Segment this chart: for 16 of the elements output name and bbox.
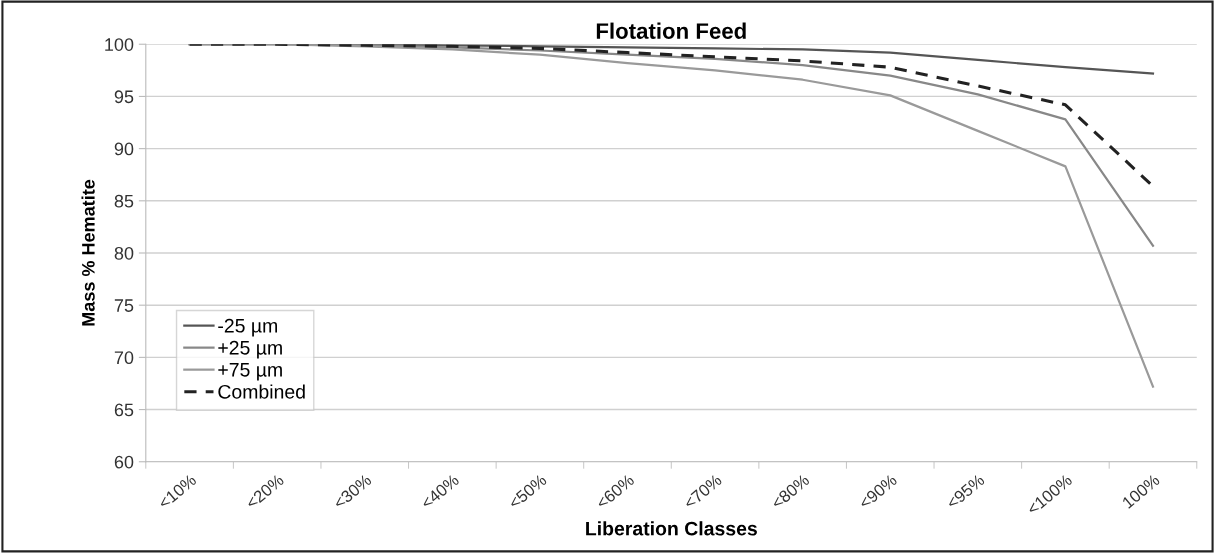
y-tick-label: 80 [114, 246, 134, 260]
y-tick-label: 100 [105, 38, 134, 51]
y-tick-label: 75 [114, 299, 134, 312]
chart-title: Flotation Feed [596, 22, 746, 39]
x-axis-title: Liberation Classes [586, 521, 757, 536]
legend-label: +75 µm [218, 363, 282, 381]
y-axis-title: Mass % Hematite [81, 179, 95, 326]
legend-label: -25 µm [218, 318, 277, 337]
y-tick-label: 85 [114, 194, 134, 208]
legend-label: Combined [218, 384, 305, 399]
y-tick-label: 65 [114, 403, 134, 417]
y-tick-label: 70 [114, 351, 134, 365]
y-tick-label: 95 [114, 90, 134, 104]
y-tick-label: 60 [114, 455, 134, 469]
legend-label: +25 µm [218, 340, 282, 359]
y-tick-label: 90 [114, 142, 134, 156]
